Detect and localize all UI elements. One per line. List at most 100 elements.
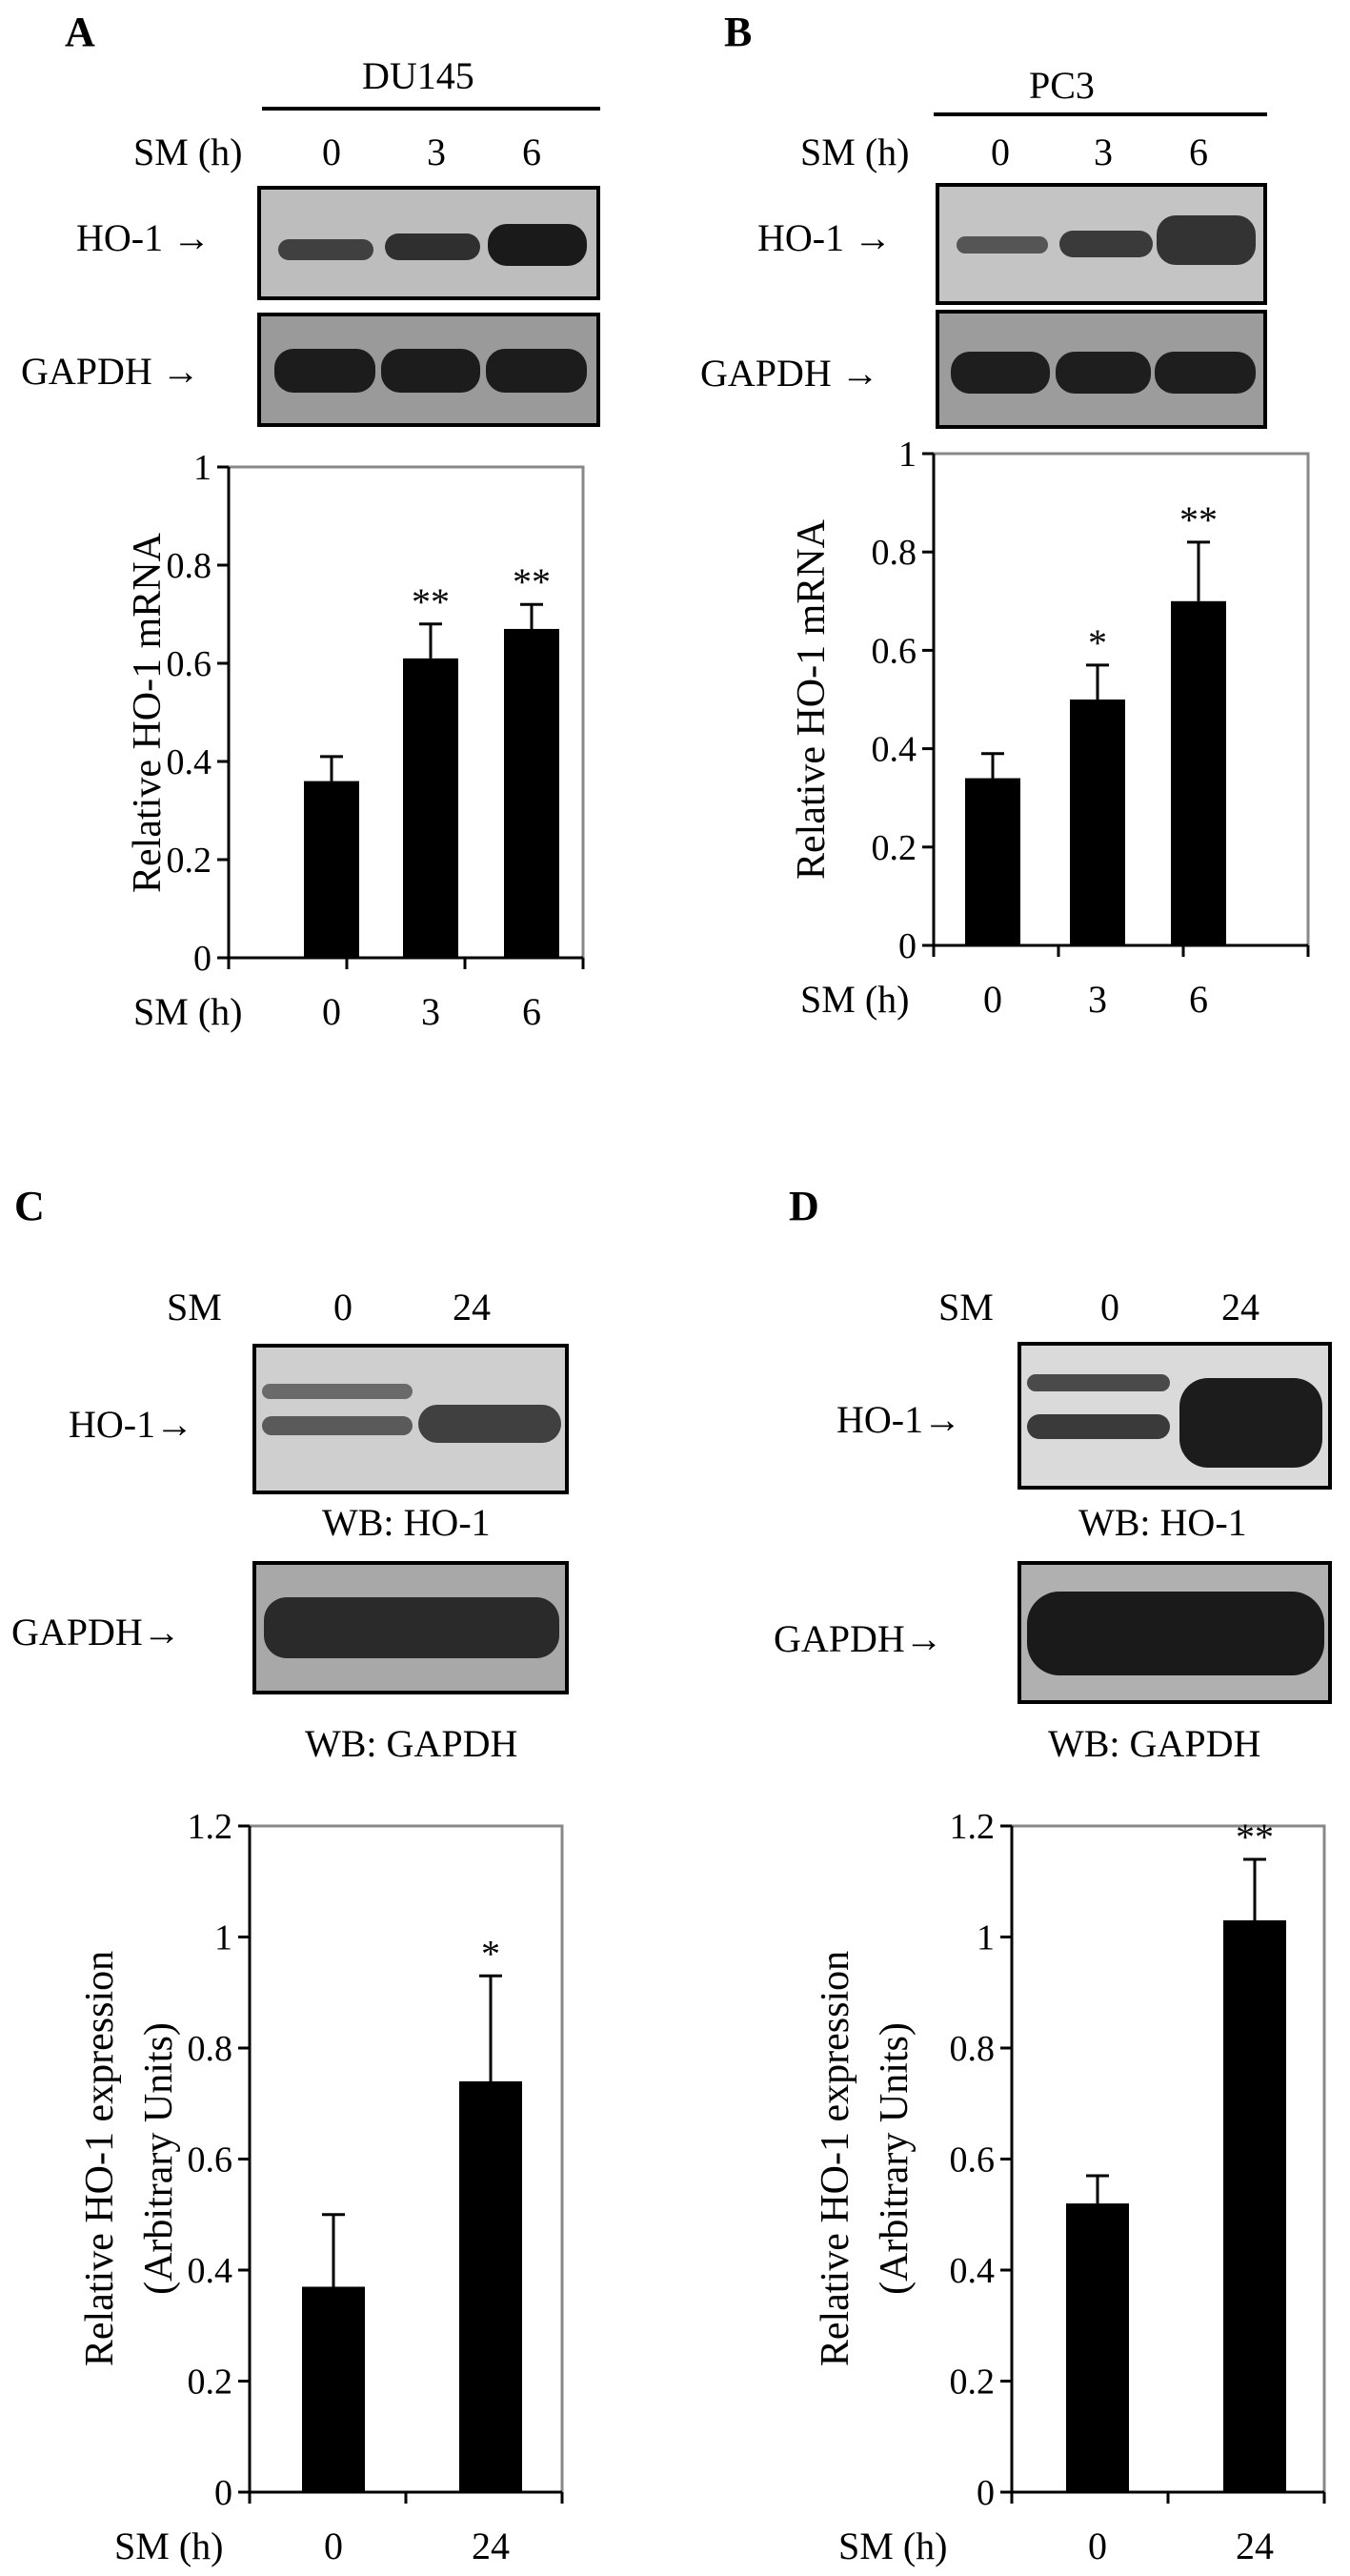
wb-label-d-gapdh: WB: GAPDH — [1048, 1722, 1261, 1765]
panel-label-d: D — [789, 1183, 819, 1229]
y-tick-label: 1 — [898, 435, 917, 475]
lane-label-c-1: 24 — [453, 1286, 491, 1329]
y-tick-label: 1 — [193, 448, 212, 488]
panel-label-a: A — [65, 9, 95, 55]
gel-band — [264, 1597, 559, 1658]
lane-label-d-0: 0 — [1100, 1286, 1119, 1329]
gel-band — [385, 233, 480, 260]
cell-line-underline-a — [262, 107, 600, 111]
y-tick-label: 0.2 — [950, 2363, 996, 2403]
band-label-c-ho1: HO-1→ — [69, 1403, 194, 1446]
bar-0 — [304, 781, 359, 958]
sm-row-label-a: SM (h) — [133, 131, 243, 173]
y-tick-label: 1.2 — [950, 1807, 996, 1847]
gel-band — [1059, 231, 1153, 257]
arrow-right-icon: → — [904, 1617, 943, 1660]
bar-0 — [1066, 2203, 1129, 2492]
y-tick-label: 0 — [977, 2473, 995, 2513]
sm-row-label-d: SM — [938, 1286, 994, 1329]
chart-b: 0 0.2 0.4 0.6 0.8 1 0 * 3 ** 6 SM (h) Relative HO-1 … — [790, 435, 1310, 1021]
band-label-b-gapdh: GAPDH → — [700, 352, 879, 395]
lane-label-b-0: 0 — [991, 131, 1010, 173]
gel-band — [262, 1384, 413, 1399]
bar-0 — [965, 778, 1020, 945]
chart-c: 0 0.2 0.4 0.6 0.8 1 1.2 0 * 24 SM (h) Relative HO-1… — [78, 1807, 564, 2567]
gel-band — [274, 349, 375, 393]
bar-24 — [1223, 1920, 1286, 2492]
lane-label-c-0: 0 — [333, 1286, 353, 1329]
y-axis-label-units: (Arbitrary Units) — [873, 2022, 917, 2295]
x-category-label: 0 — [322, 990, 341, 1033]
gel-band — [488, 224, 587, 266]
bar-0 — [302, 2286, 365, 2492]
lane-label-a-1: 3 — [427, 131, 446, 173]
gel-a-gapdh — [257, 313, 600, 427]
significance-label: * — [481, 1932, 500, 1975]
sm-row-label-b: SM (h) — [800, 131, 910, 173]
gel-b-ho1 — [936, 183, 1267, 305]
wb-label-d-ho1: WB: HO-1 — [1078, 1501, 1247, 1544]
gel-band — [381, 349, 480, 393]
y-tick-label: 0.4 — [167, 742, 212, 782]
gel-band — [1155, 352, 1256, 394]
y-axis-label: Relative HO-1 mRNA — [790, 518, 834, 880]
arrow-right-icon: → — [172, 216, 212, 259]
lane-label-b-1: 3 — [1094, 131, 1113, 173]
cell-line-underline-b — [934, 112, 1267, 116]
significance-label: ** — [1236, 1815, 1274, 1858]
lane-label-a-0: 0 — [322, 131, 341, 173]
lane-label-a-2: 6 — [522, 131, 541, 173]
y-tick-label: 0.4 — [872, 730, 917, 770]
gel-b-gapdh — [936, 310, 1267, 429]
x-category-label: 0 — [1088, 2525, 1107, 2567]
gel-band — [1157, 215, 1256, 265]
panel-label-b: B — [724, 9, 753, 55]
x-axis-label: SM (h) — [838, 2525, 947, 2567]
x-category-label: 0 — [324, 2525, 343, 2567]
y-tick-label: 0 — [214, 2473, 232, 2513]
x-category-label: 24 — [1236, 2525, 1274, 2567]
gel-band — [1179, 1378, 1322, 1468]
y-tick-label: 0.2 — [167, 841, 212, 881]
y-axis-label: Relative HO-1 expression — [78, 1951, 122, 2366]
y-tick-label: 0.4 — [188, 2251, 233, 2291]
significance-label: ** — [513, 560, 551, 603]
y-tick-label: 0 — [193, 939, 212, 979]
y-tick-label: 1.2 — [188, 1807, 233, 1847]
y-axis-label: Relative HO-1 expression — [814, 1951, 857, 2366]
y-tick-label: 1 — [977, 1918, 995, 1958]
arrow-right-icon: → — [142, 1611, 181, 1653]
x-category-label: 3 — [1088, 978, 1107, 1021]
x-category-label: 6 — [522, 990, 541, 1033]
gel-band — [951, 352, 1050, 394]
y-tick-label: 1 — [214, 1918, 232, 1958]
wb-label-c-gapdh: WB: GAPDH — [305, 1722, 518, 1765]
significance-label: * — [1088, 621, 1107, 664]
y-tick-label: 0.8 — [950, 2029, 996, 2069]
cell-line-label-a: DU145 — [362, 54, 474, 97]
x-category-label: 24 — [472, 2525, 510, 2567]
gel-band — [1027, 1374, 1170, 1391]
y-tick-label: 0.2 — [872, 828, 917, 868]
arrow-right-icon: → — [923, 1398, 962, 1441]
band-label-a-gapdh: GAPDH → — [21, 350, 200, 393]
chart-a: 0 0.2 0.4 0.6 0.8 1 0 ** 3 ** 6 SM (h) Relative HO-1… — [126, 448, 585, 1033]
gel-band — [278, 239, 373, 260]
x-category-label: 3 — [421, 990, 440, 1033]
cell-line-label-b: PC3 — [1029, 64, 1095, 107]
x-axis-label: SM (h) — [133, 990, 242, 1033]
y-tick-label: 0 — [898, 926, 917, 966]
significance-label: ** — [412, 580, 450, 623]
lane-label-b-2: 6 — [1189, 131, 1208, 173]
gel-band — [1027, 1414, 1170, 1439]
y-tick-label: 0.6 — [872, 631, 917, 671]
x-category-label: 6 — [1189, 978, 1208, 1021]
gel-band — [262, 1416, 413, 1435]
bar-3 — [1070, 700, 1125, 945]
gel-d-ho1 — [1018, 1342, 1332, 1490]
arrow-right-icon: → — [155, 1403, 194, 1446]
gel-c-gapdh — [252, 1561, 569, 1694]
arrow-right-icon: → — [854, 216, 893, 259]
band-label-d-ho1: HO-1→ — [836, 1398, 962, 1441]
y-axis-label: Relative HO-1 mRNA — [126, 532, 170, 893]
